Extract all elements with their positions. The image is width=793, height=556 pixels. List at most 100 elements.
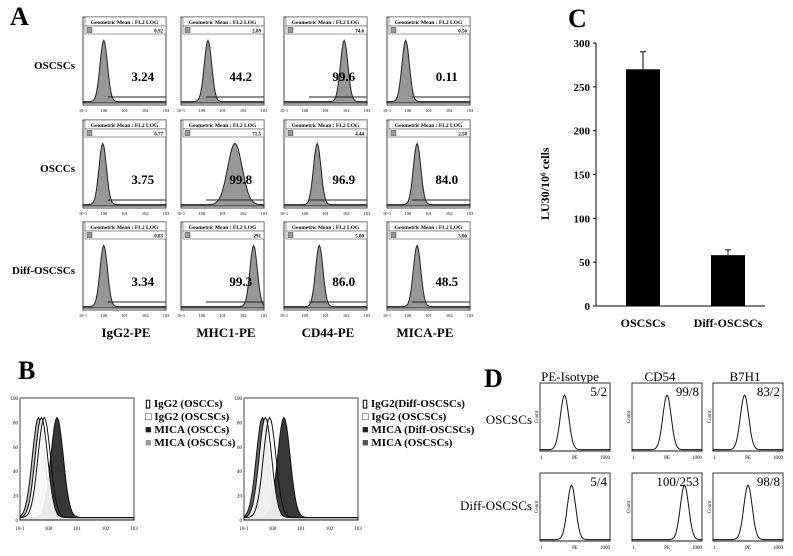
panel-d-row-label: OSCSCs: [485, 412, 532, 427]
x-tick-label: 100: [404, 211, 412, 216]
bar: [626, 69, 660, 306]
geometric-mean-value: 2.89: [252, 30, 261, 35]
geometric-mean-value: 0.83: [154, 235, 163, 240]
x-tick-label: 1: [713, 546, 716, 551]
x-tick-label: 100: [198, 108, 206, 113]
panel-a-col-label: IgG2-PE: [101, 325, 151, 340]
stats-header-text: Geometric Mean : FL2 LOG: [189, 20, 257, 26]
x-axis-label: PE: [664, 546, 670, 551]
stats-header-text: Geometric Mean : FL2 LOG: [189, 225, 257, 231]
histogram-curve: [82, 39, 167, 104]
c-ylabel-wrap: LU30/10⁶ cells: [538, 120, 558, 240]
percent-positive: 86.0: [332, 274, 355, 289]
x-tick-label: 10-1: [177, 108, 185, 113]
gate-color-icon: [287, 232, 294, 238]
x-tick-label: 10-1: [383, 313, 391, 318]
histogram-frame: [712, 472, 784, 542]
geometric-mean-value: 74.6: [355, 30, 364, 35]
y-axis-label: Count: [708, 410, 713, 423]
y-tick-label: 0: [240, 519, 243, 524]
x-tick-label: 10-1: [239, 527, 249, 532]
y-tick-label: 300: [574, 38, 591, 50]
panel-d-col-label: B7H1: [729, 369, 761, 384]
stats-row: [182, 25, 265, 35]
panel-a-row-label: Diff-OSCSCs: [12, 265, 75, 277]
x-tick-label: 102: [343, 108, 350, 113]
x-tick-label: 1000: [600, 546, 611, 551]
histogram-curve: [283, 39, 368, 104]
x-tick-label: 100: [100, 211, 108, 216]
mfi-value: 99/8: [676, 384, 699, 399]
x-tick-label: 1000: [773, 456, 784, 461]
mfi-value: 98/8: [757, 474, 780, 489]
histogram-curve: [386, 39, 471, 104]
stats-header-text: Geometric Mean : FL2 LOG: [395, 123, 463, 129]
x-tick-label: 103: [467, 211, 475, 216]
stats-row: [285, 230, 368, 240]
histogram-curve: [539, 394, 611, 452]
panel-d-label: D: [484, 364, 503, 393]
x-tick-label: 103: [261, 108, 269, 113]
x-tick-label: 10-1: [280, 108, 288, 113]
x-tick-label: 102: [240, 313, 247, 318]
percent-positive: 99.8: [229, 172, 252, 187]
mfi-value: 100/253: [656, 474, 699, 489]
x-tick-label: 102: [240, 108, 247, 113]
x-axis-label: PE: [745, 456, 751, 461]
x-tick-label: 100: [100, 108, 108, 113]
histogram-curve: [539, 484, 611, 542]
y-tick-label: 40: [237, 470, 243, 475]
histogram-curve: [631, 484, 703, 542]
legend-item: □ IgG2 (OSCSCs): [362, 411, 447, 423]
gate-color-icon: [390, 232, 397, 238]
x-tick-label: 102: [142, 211, 149, 216]
x-axis-label: PE: [572, 456, 578, 461]
histogram-curve: [631, 394, 703, 452]
y-axis-label: Count: [627, 410, 632, 423]
overlay-histogram: [243, 416, 359, 521]
stats-row: [84, 230, 167, 240]
y-tick-label: 0: [585, 301, 591, 313]
gate-color-icon: [390, 130, 397, 136]
x-tick-label: 10-1: [79, 211, 87, 216]
percent-positive: 44.2: [229, 69, 252, 84]
stats-row: [285, 128, 368, 138]
geometric-mean-value: 0.56: [458, 30, 467, 35]
panel-a-col-label: MICA-PE: [396, 325, 454, 340]
histogram-curve: [283, 142, 368, 207]
panel-a-row-label: OSCCs: [40, 163, 75, 175]
x-tick-label: 102: [142, 108, 149, 113]
percent-positive: 96.9: [332, 172, 355, 187]
gate-color-icon: [86, 27, 93, 33]
legend-item: ■ MICA (OSCCs): [145, 424, 230, 436]
x-tick-label: 102: [446, 313, 453, 318]
x-tick-label: 10-1: [383, 108, 391, 113]
panel-a-col-label: CD44-PE: [301, 325, 355, 340]
stats-row: [388, 128, 471, 138]
x-tick-label: 102: [240, 211, 247, 216]
geometric-mean-value: 2.58: [458, 133, 467, 138]
mfi-value: 5/4: [590, 474, 607, 489]
percent-positive: 48.5: [435, 274, 458, 289]
histogram-curve: [82, 142, 167, 207]
x-tick-label: 103: [163, 211, 171, 216]
x-tick-label: 10-1: [383, 211, 391, 216]
x-tick-label: 101: [322, 108, 329, 113]
legend-item: ■ MICA (OSCSCs): [362, 437, 453, 449]
x-tick-label: 103: [467, 108, 475, 113]
x-tick-label: 1: [540, 546, 543, 551]
x-tick-label: 101: [219, 108, 226, 113]
x-tick-label: 100: [198, 313, 206, 318]
x-tick-label: 1: [632, 546, 635, 551]
x-tick-label: Diff-OSCSCs: [694, 316, 763, 330]
x-tick-label: 1: [540, 456, 543, 461]
legend-item: ■ MICA (OSCSCs): [145, 437, 236, 449]
x-tick-label: 103: [163, 108, 171, 113]
legend-item: ▯ IgG2(Diff-OSCSCs): [362, 398, 465, 410]
stats-row: [84, 25, 167, 35]
geometric-mean-value: 0.77: [154, 133, 163, 138]
geometric-mean-value: 3.06: [458, 235, 467, 240]
x-tick-label: 10-1: [15, 527, 25, 532]
x-tick-label: 102: [446, 211, 453, 216]
